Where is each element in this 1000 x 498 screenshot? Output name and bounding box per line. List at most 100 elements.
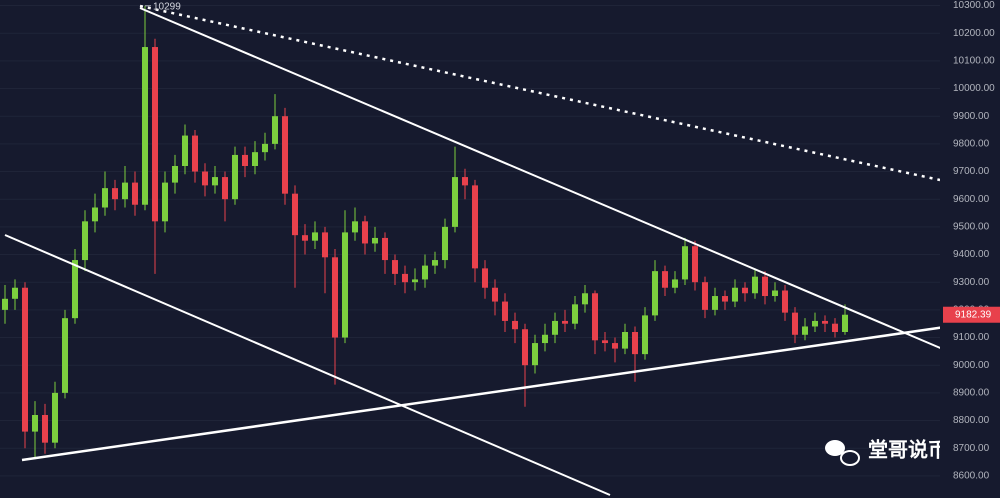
y-tick-label: 9000.00 xyxy=(953,360,990,371)
candle-body xyxy=(272,116,278,144)
y-tick-label: 10100.00 xyxy=(953,56,995,67)
y-tick-label: 10200.00 xyxy=(953,28,995,39)
dotted-trend xyxy=(139,4,941,182)
candle-body xyxy=(102,188,108,208)
candle-body xyxy=(532,343,538,366)
y-tick-label: 8900.00 xyxy=(953,388,990,399)
candle-body xyxy=(232,154,238,200)
y-tick-label: 9900.00 xyxy=(953,111,990,122)
candle-body xyxy=(482,268,488,288)
candle-body xyxy=(112,188,118,200)
candle-body xyxy=(772,290,778,297)
candle-body xyxy=(252,152,258,166)
candle-body xyxy=(762,276,768,297)
candle-body xyxy=(242,154,248,166)
support-line xyxy=(21,325,946,462)
candle-body xyxy=(342,232,348,338)
candle-body xyxy=(322,232,328,258)
resistance-line xyxy=(139,7,946,351)
candle-body xyxy=(132,182,138,205)
candle-body xyxy=(52,392,58,443)
candle-body xyxy=(672,279,678,288)
candle-body xyxy=(652,271,658,316)
candle-body xyxy=(692,246,698,283)
candle-body xyxy=(312,232,318,241)
candle-body xyxy=(582,293,588,305)
candle-body xyxy=(42,415,48,443)
candle-body xyxy=(472,185,478,269)
y-tick-label: 8700.00 xyxy=(953,443,990,454)
candle-body xyxy=(422,265,428,280)
candle-body xyxy=(172,166,178,183)
candle-body xyxy=(632,332,638,355)
candle-body xyxy=(702,282,708,310)
trend-lines xyxy=(4,4,946,496)
candle-body xyxy=(292,193,298,236)
high-annotation: 10299 xyxy=(153,1,181,12)
candle-body xyxy=(722,296,728,302)
y-tick-label: 9100.00 xyxy=(953,332,990,343)
candle-body xyxy=(152,47,158,222)
watermark: 堂哥说币 xyxy=(868,437,948,461)
y-tick-label: 9300.00 xyxy=(953,277,990,288)
candle-body xyxy=(712,296,718,310)
candle-body xyxy=(832,323,838,332)
y-tick-label: 8600.00 xyxy=(953,471,990,482)
candle-body xyxy=(142,47,148,205)
candle-body xyxy=(572,304,578,324)
candle-body xyxy=(752,276,758,294)
y-tick-label: 9600.00 xyxy=(953,194,990,205)
candle-body xyxy=(812,320,818,327)
candle-body xyxy=(352,221,358,233)
candle-body xyxy=(442,226,448,261)
y-axis: 8600.00 8700.00 8800.00 8900.00 9000.00 9100.… xyxy=(940,0,1000,498)
candle-body xyxy=(612,343,618,349)
candle-body xyxy=(542,334,548,344)
y-tick-label: 9800.00 xyxy=(953,139,990,150)
candle-body xyxy=(592,293,598,341)
candle-body xyxy=(462,177,468,186)
candle-body xyxy=(382,237,388,261)
candle-body xyxy=(842,314,848,332)
candle-body xyxy=(802,326,808,335)
candle-body xyxy=(262,143,268,153)
candle-body xyxy=(162,182,168,222)
candle-body xyxy=(822,320,828,324)
candle-body xyxy=(72,260,78,319)
candle-body xyxy=(742,287,748,294)
candle-body xyxy=(12,287,18,299)
candle-body xyxy=(402,273,408,283)
candle-body xyxy=(222,177,228,200)
candle-body xyxy=(362,221,368,244)
candle-body xyxy=(552,320,558,335)
candle-body xyxy=(662,271,668,288)
candle-body xyxy=(2,298,8,310)
candle-body xyxy=(782,290,788,313)
candle-body xyxy=(22,287,28,432)
y-tick-label: 10300.00 xyxy=(953,0,995,11)
candle-body xyxy=(122,182,128,200)
candle-body xyxy=(732,287,738,302)
y-tick-label: 9400.00 xyxy=(953,249,990,260)
candle-body xyxy=(412,279,418,283)
candle-body xyxy=(212,177,218,186)
candle-body xyxy=(682,246,688,280)
candle-body xyxy=(502,301,508,321)
candle-body xyxy=(332,257,338,338)
candle-body xyxy=(512,320,518,330)
candle-body xyxy=(642,315,648,355)
candle-body xyxy=(302,235,308,241)
candle-body xyxy=(562,320,568,324)
candle-body xyxy=(62,318,68,393)
candle-body xyxy=(392,260,398,274)
candle-body xyxy=(32,415,38,432)
channel-line xyxy=(4,234,611,496)
candle-body xyxy=(492,287,498,302)
axis-panel xyxy=(940,0,1000,498)
candle-body xyxy=(602,340,608,344)
candle-body xyxy=(82,221,88,261)
y-tick-label: 9700.00 xyxy=(953,166,990,177)
y-tick-label: 10000.00 xyxy=(953,83,995,94)
